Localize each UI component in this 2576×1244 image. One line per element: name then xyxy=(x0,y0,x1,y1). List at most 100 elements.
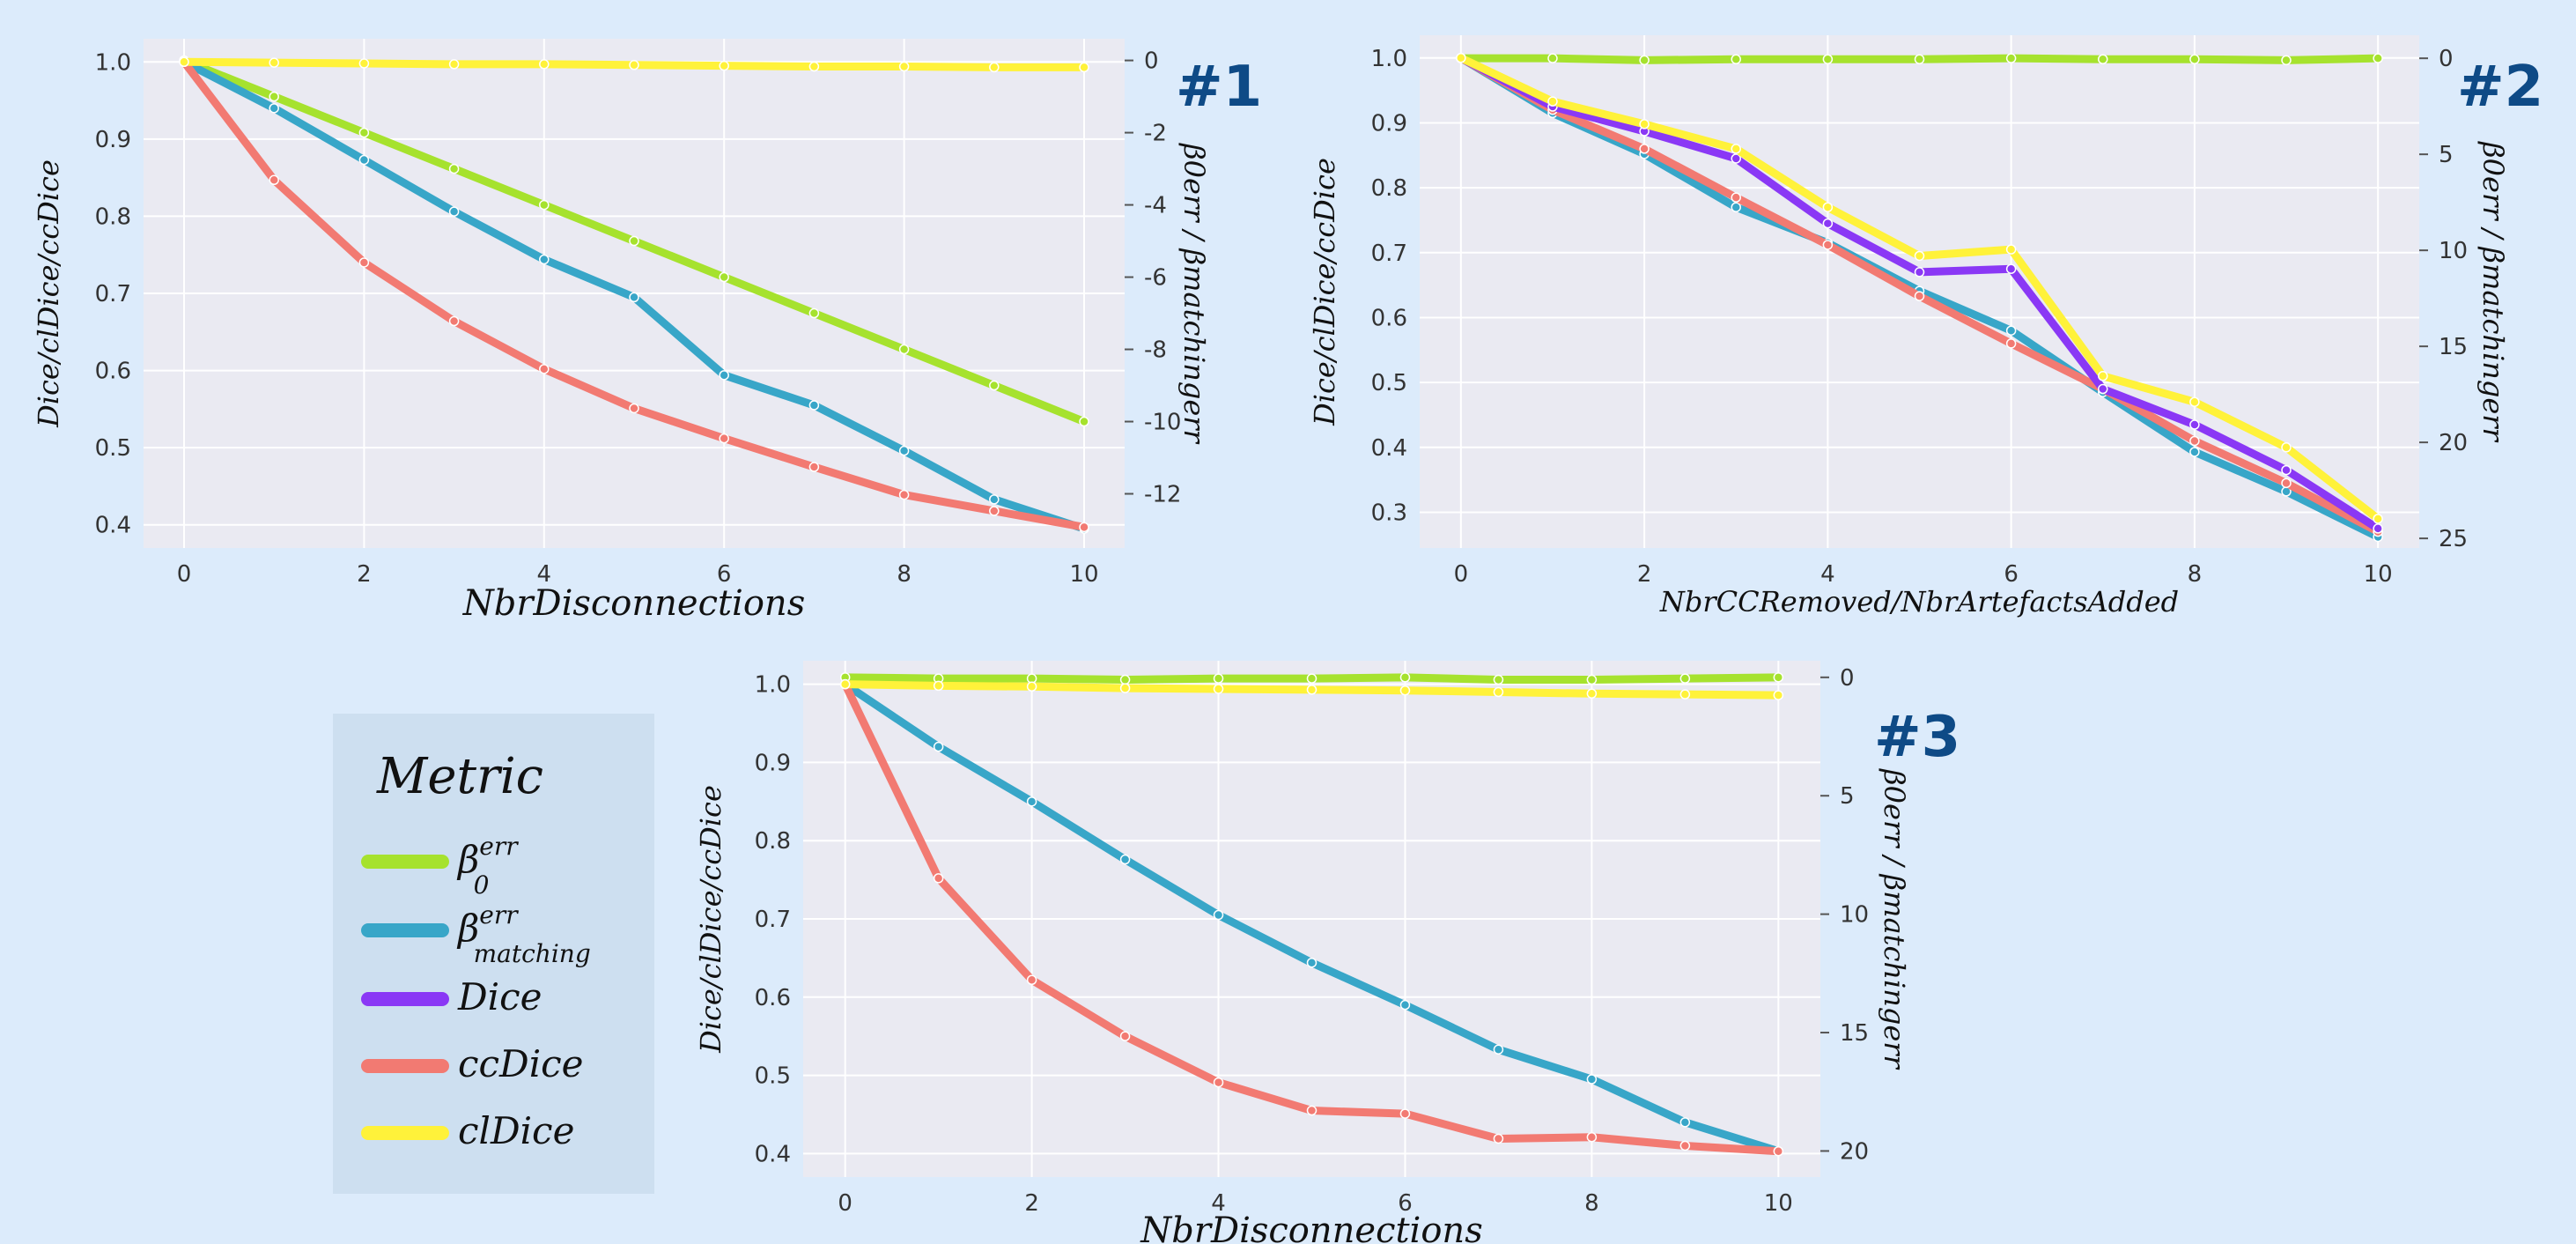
data-point-ccdice xyxy=(989,506,1000,516)
y-tick-label: 0.6 xyxy=(95,359,131,385)
y-tick-label: 1.0 xyxy=(755,672,791,699)
data-point-beta0 xyxy=(1914,54,1925,64)
data-point-beta_matching xyxy=(358,154,370,166)
data-point-beta_matching xyxy=(1679,1117,1691,1128)
data-point-beta0 xyxy=(2373,53,2383,63)
data-point-dice xyxy=(1822,218,1834,229)
data-point-ccdice xyxy=(719,433,729,444)
data-point-ccdice xyxy=(1079,522,1089,533)
x-tick-label: 8 xyxy=(2188,561,2203,588)
x-axis-label: NbrDisconnections xyxy=(1140,1211,1482,1244)
data-point-ccdice xyxy=(1119,1031,1131,1041)
y2-tick-label: 15 xyxy=(2439,334,2468,360)
data-point-beta0 xyxy=(539,199,550,211)
y2-tick-label: 20 xyxy=(2439,430,2468,456)
data-point-ccdice xyxy=(2189,435,2200,447)
y-tick-label: 0.4 xyxy=(95,513,131,539)
data-point-dice xyxy=(2373,523,2383,534)
data-point-beta0 xyxy=(448,163,460,174)
x-tick-label: 6 xyxy=(2004,561,2019,588)
y-tick-label: 0.8 xyxy=(1371,175,1407,202)
x-tick-label: 10 xyxy=(2364,561,2393,588)
data-point-cldice xyxy=(1639,119,1650,130)
data-point-cldice xyxy=(1493,686,1504,698)
data-point-beta0 xyxy=(358,127,370,138)
data-point-beta_matching xyxy=(269,103,279,114)
data-point-beta_matching xyxy=(898,445,910,456)
x-axis-label: NbrCCRemoved/NbrArtefactsAdded xyxy=(1659,585,2179,618)
y-tick-label: 1.0 xyxy=(1371,46,1407,72)
data-point-beta_matching xyxy=(1586,1074,1598,1085)
data-point-ccdice xyxy=(1026,974,1037,986)
y-axis-label-right: β0err / βmatchingerr xyxy=(2476,141,2510,442)
y-tick-label: 0.9 xyxy=(1371,110,1407,137)
data-point-cldice xyxy=(839,678,851,690)
data-point-ccdice xyxy=(1493,1133,1504,1144)
data-point-dice xyxy=(2005,263,2017,274)
y-axis-label-right: β0err / βmatchingerr xyxy=(1177,143,1211,444)
x-tick-label: 4 xyxy=(1820,561,1835,588)
data-point-ccdice xyxy=(269,174,279,186)
data-point-dice xyxy=(1914,267,1925,278)
data-point-ccdice xyxy=(2005,338,2017,349)
y-tick-label: 0.3 xyxy=(1371,500,1407,526)
charts-layer: 0 2 4 6 8 10 0.4 0.5 0.6 0.7 0.8 0.9 1.0 0 -2 -4 -6 -8 -10… xyxy=(32,35,2543,1244)
data-point-beta_matching xyxy=(1026,796,1037,807)
y2-tick-label: -12 xyxy=(1144,482,1181,508)
panel-badge: #2 xyxy=(2457,55,2543,120)
data-point-cldice xyxy=(898,61,910,72)
x-tick-label: 0 xyxy=(177,561,192,588)
data-point-ccdice xyxy=(1399,1108,1411,1119)
data-point-beta0 xyxy=(1731,54,1741,64)
data-point-beta_matching xyxy=(719,370,729,381)
data-point-beta_matching xyxy=(1399,999,1411,1011)
y-tick-label: 0.9 xyxy=(95,127,131,153)
data-point-beta0 xyxy=(1079,416,1089,427)
y2-tick-label: 0 xyxy=(1840,665,1855,692)
data-point-cldice xyxy=(629,60,639,70)
data-point-cldice xyxy=(1306,685,1318,695)
data-point-beta_matching xyxy=(448,206,460,217)
data-point-cldice xyxy=(1079,62,1089,73)
data-point-cldice xyxy=(1679,689,1691,700)
legend-label-ccdice: ccDice xyxy=(458,1042,584,1085)
data-point-ccdice xyxy=(1213,1077,1224,1088)
data-point-ccdice xyxy=(1306,1105,1318,1116)
data-point-cldice xyxy=(1026,681,1037,692)
data-point-cldice xyxy=(539,59,550,70)
data-point-beta_matching xyxy=(1493,1044,1504,1055)
y2-tick-label: 15 xyxy=(1840,1020,1869,1047)
panel-badge: #3 xyxy=(1874,705,1960,770)
y-tick-label: 0.7 xyxy=(755,907,791,933)
data-point-beta_matching xyxy=(808,400,820,411)
data-point-cldice xyxy=(1914,250,1925,262)
y-tick-label: 0.5 xyxy=(755,1063,791,1090)
y-tick-label: 1.0 xyxy=(95,49,131,76)
data-point-cldice xyxy=(2005,244,2017,255)
legend-label-dice: Dice xyxy=(457,975,542,1018)
x-tick-label: 2 xyxy=(357,561,372,588)
data-point-cldice xyxy=(2098,371,2108,381)
y2-tick-label: 10 xyxy=(1840,902,1869,929)
data-point-cldice xyxy=(1213,684,1224,694)
x-axis-label: NbrDisconnections xyxy=(462,583,805,624)
chart-panel-2: 0 2 4 6 8 10 0.3 0.4 0.5 0.6 0.7 0.8 0.9 1.0 0 5 10 15 20 2… xyxy=(1308,35,2543,618)
x-tick-label: 4 xyxy=(537,561,552,588)
data-point-dice xyxy=(1731,153,1741,164)
panel-badge: #1 xyxy=(1176,55,1262,120)
data-point-cldice xyxy=(1773,690,1784,700)
data-point-cldice xyxy=(719,60,729,71)
data-point-cldice xyxy=(179,56,189,68)
data-point-cldice xyxy=(358,58,370,69)
x-tick-label: 6 xyxy=(1398,1190,1413,1217)
data-point-ccdice xyxy=(539,364,550,374)
data-point-ccdice xyxy=(358,257,370,268)
data-point-cldice xyxy=(1399,685,1411,696)
data-point-ccdice xyxy=(1586,1131,1598,1143)
data-point-ccdice xyxy=(1914,291,1925,301)
y2-tick-label: 25 xyxy=(2439,526,2468,552)
y2-tick-label: -8 xyxy=(1144,337,1167,364)
data-point-dice xyxy=(2189,419,2200,430)
chart-panel-3: 0 2 4 6 8 10 0.4 0.5 0.6 0.7 0.8 0.9 1.0 0 5 10 15 20 NbrD… xyxy=(694,661,1960,1244)
